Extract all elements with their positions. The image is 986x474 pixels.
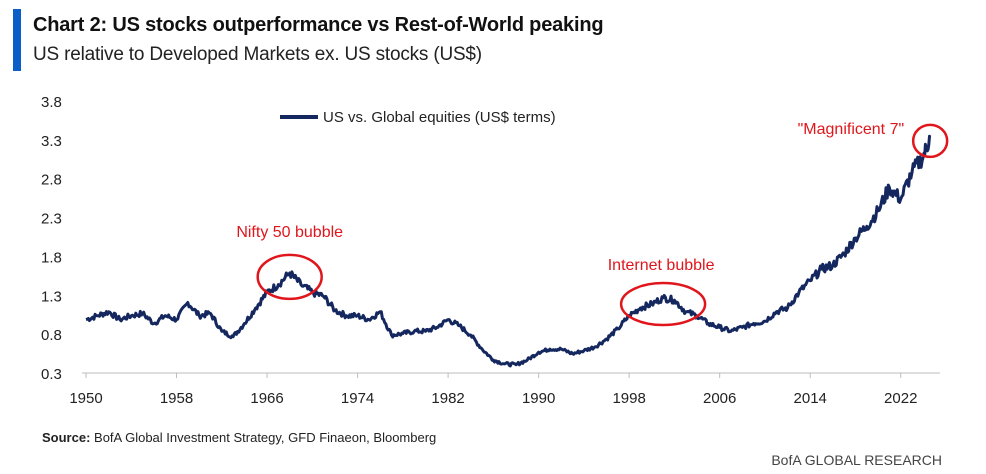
annotation-label: "Magnificent 7" (798, 121, 905, 138)
x-tick-label: 1982 (431, 390, 464, 407)
y-tick-label: 1.3 (41, 288, 62, 305)
x-tick-label: 1966 (250, 390, 283, 407)
x-tick-label: 1990 (522, 390, 555, 407)
chart-subtitle: US relative to Developed Markets ex. US … (33, 44, 482, 65)
x-tick-label: 1950 (69, 390, 102, 407)
y-tick-label: 3.8 (41, 94, 62, 111)
x-axis-tickmarks (85, 373, 902, 378)
annotation-circle (911, 123, 949, 159)
annotations: Nifty 50 bubble Internet bubble "Magnifice… (236, 121, 949, 327)
x-axis: 1950 1958 1966 1974 1982 1990 1998 2006 2014 2022 (69, 390, 917, 407)
legend-label: US vs. Global equities (US$ terms) (323, 109, 556, 126)
series-line (85, 134, 932, 368)
source-label: Source: (42, 430, 91, 445)
source-note: Source: BofA Global Investment Strategy,… (42, 430, 436, 445)
y-tick-label: 3.3 (41, 133, 62, 150)
y-tick-label: 0.3 (41, 366, 62, 383)
chart-title: Chart 2: US stocks outperformance vs Res… (33, 14, 604, 36)
y-tick-label: 1.8 (41, 249, 62, 266)
y-tick-label: 2.3 (41, 211, 62, 228)
x-tick-label: 1958 (160, 390, 193, 407)
y-tick-label: 2.8 (41, 172, 62, 189)
annotation-label: Internet bubble (608, 257, 715, 274)
y-tick-label: 0.8 (41, 327, 62, 344)
x-tick-label: 2022 (884, 390, 917, 407)
legend: US vs. Global equities (US$ terms) (280, 109, 556, 126)
x-tick-label: 1998 (612, 390, 645, 407)
annotation-circle (256, 253, 323, 301)
x-tick-label: 2006 (703, 390, 736, 407)
y-axis: 0.3 0.8 1.3 1.8 2.3 2.8 3.3 3.8 (41, 94, 62, 383)
annotation-circle (619, 281, 707, 327)
accent-bar (13, 9, 21, 71)
annotation-label: Nifty 50 bubble (236, 224, 343, 241)
brand-footer: BofA GLOBAL RESEARCH (771, 452, 942, 468)
x-tick-label: 1974 (341, 390, 374, 407)
source-text: BofA Global Investment Strategy, GFD Fin… (90, 430, 437, 445)
x-tick-label: 2014 (794, 390, 827, 407)
